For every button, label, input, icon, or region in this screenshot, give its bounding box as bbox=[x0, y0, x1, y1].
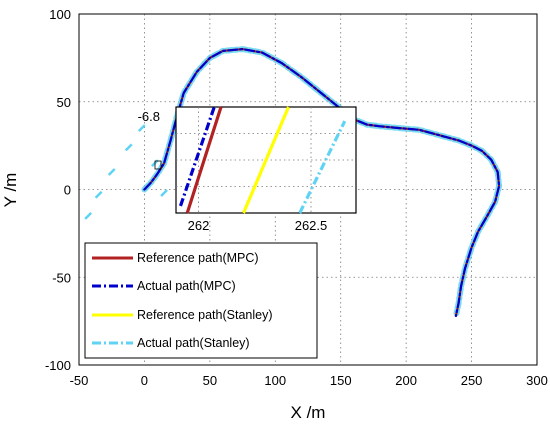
x-tick-label: 150 bbox=[330, 373, 352, 388]
x-tick-label: 0 bbox=[141, 373, 148, 388]
stanley-trace-mark bbox=[94, 190, 103, 199]
series-lines bbox=[84, 46, 503, 319]
inset-x-tick-label: 262.5 bbox=[295, 218, 328, 233]
plot-frame bbox=[78, 13, 538, 366]
legend-label-actual-mpc: Actual path(MPC) bbox=[137, 279, 236, 293]
y-tick-label: -100 bbox=[45, 358, 71, 373]
x-tick-label: 50 bbox=[203, 373, 217, 388]
x-tick-label: 100 bbox=[264, 373, 286, 388]
legend-label-reference-stanley: Reference path(Stanley) bbox=[137, 308, 273, 322]
inset-ticks: 262 262.5 -6.8 bbox=[138, 109, 328, 233]
x-axis-label: X /m bbox=[291, 403, 326, 422]
zoom-inset: 262 262.5 -6.8 bbox=[138, 106, 357, 233]
stanley-trace-mark bbox=[137, 124, 146, 132]
inset-y-tick-label: -6.8 bbox=[138, 109, 160, 124]
stanley-trace-mark bbox=[160, 189, 168, 197]
x-tick-label: -50 bbox=[70, 373, 89, 388]
inset-line-actual-path-stanley bbox=[298, 120, 347, 214]
inset-x-tick-label: 262 bbox=[188, 218, 210, 233]
y-tick-label: -50 bbox=[52, 270, 71, 285]
inset-line-actual-path-mpc bbox=[178, 106, 216, 207]
legend: Reference path(MPC) Actual path(MPC) Ref… bbox=[84, 242, 318, 359]
y-tick-label: 100 bbox=[49, 7, 71, 22]
y-tick-label: 0 bbox=[64, 183, 71, 198]
stanley-trace-mark bbox=[124, 143, 133, 152]
x-tick-label: 250 bbox=[461, 373, 483, 388]
inset-line-reference-path-mpc bbox=[185, 106, 223, 214]
x-tick-label: 300 bbox=[526, 373, 548, 388]
y-tick-label: 50 bbox=[57, 95, 71, 110]
y-axis-label: Y /m bbox=[1, 173, 20, 208]
x-tick-label: 200 bbox=[395, 373, 417, 388]
stanley-trace-mark bbox=[107, 168, 116, 176]
series-line-actual-path-mpc bbox=[143, 47, 501, 317]
legend-box bbox=[84, 242, 318, 359]
inset-series-lines bbox=[178, 106, 347, 214]
inset-line-reference-path-stanley bbox=[242, 106, 290, 214]
stanley-trace-mark bbox=[84, 211, 93, 220]
zoom-marker bbox=[154, 160, 162, 170]
legend-label-reference-mpc: Reference path(MPC) bbox=[137, 251, 259, 265]
legend-label-actual-stanley: Actual path(Stanley) bbox=[137, 336, 250, 350]
